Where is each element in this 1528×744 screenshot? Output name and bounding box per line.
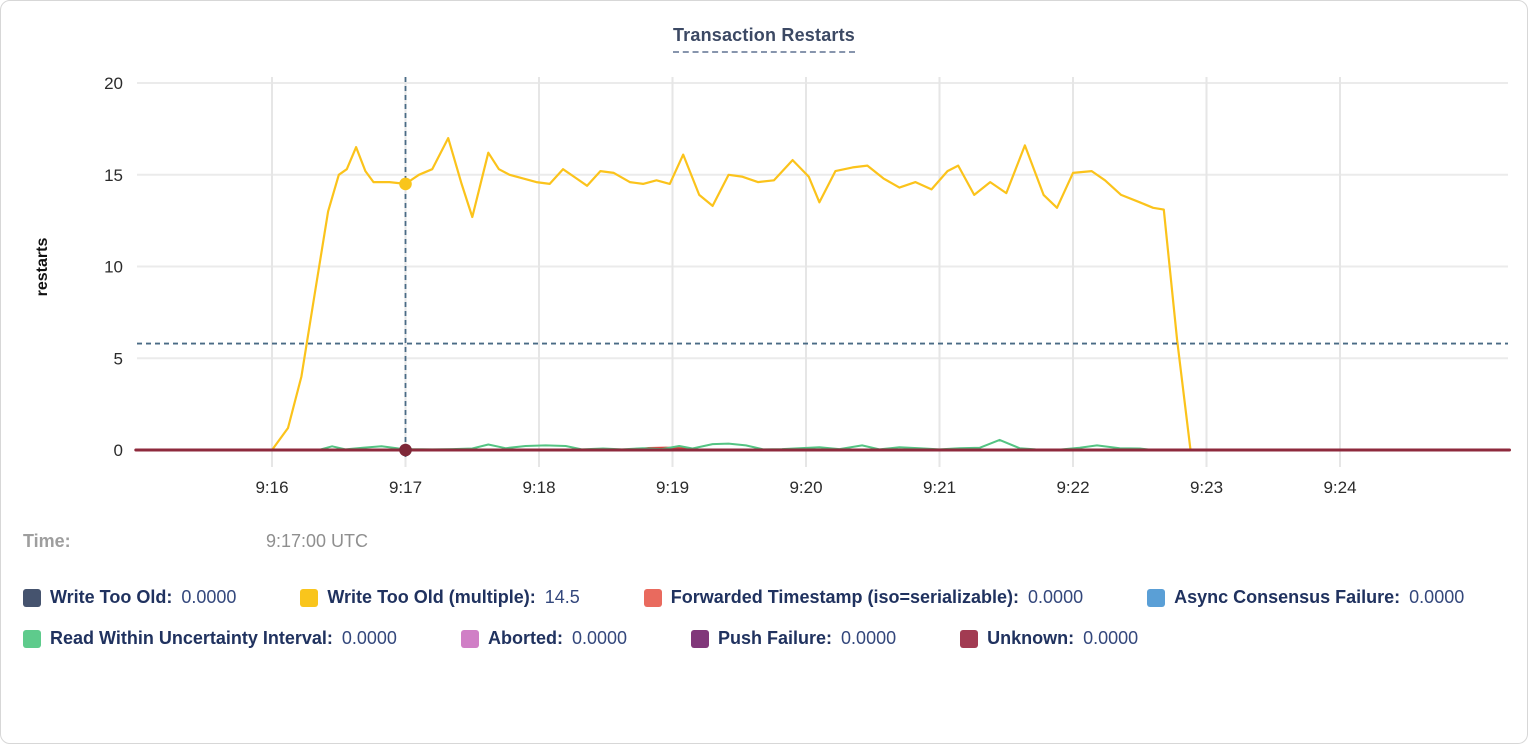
legend-label: Write Too Old (multiple): — [327, 587, 536, 607]
x-tick-label-9-19: 9:19 — [656, 478, 689, 497]
legend-label: Aborted: — [487, 628, 563, 648]
legend-swatch — [23, 629, 41, 648]
y-tick-label-20: 20 — [104, 74, 123, 93]
legend-item-forwarded-timestamp-iso-serializable: Forwarded Timestamp (iso=serializable): 0… — [643, 587, 1084, 608]
legend-swatch — [960, 629, 979, 648]
legend-label: Unknown: — [987, 628, 1075, 648]
y-tick-label-15: 15 — [104, 166, 123, 185]
legend-swatch — [300, 588, 319, 607]
x-tick-label-9-21: 9:21 — [923, 478, 956, 497]
legend-value: 14.5 — [544, 587, 580, 607]
hover-time-value: 9:17:00 UTC — [266, 531, 369, 551]
legend-value: 0.0000 — [571, 628, 628, 648]
legend-item-write-too-old: Write Too Old: 0.0000 — [23, 587, 236, 608]
y-axis-label: restarts — [34, 238, 51, 297]
x-tick-label-9-24: 9:24 — [1323, 478, 1356, 497]
x-tick-label-9-20: 9:20 — [789, 478, 822, 497]
x-tick-label-9-17: 9:17 — [389, 478, 422, 497]
hover-dot-write-too-old-multiple — [399, 177, 412, 191]
legend-swatch — [691, 629, 710, 648]
legend-swatch — [460, 629, 479, 648]
legend-value: 0.0000 — [1409, 587, 1465, 607]
legend-label: Async Consensus Failure: — [1174, 587, 1401, 607]
hover-time-row: Time: 9:17:00 UTC — [23, 531, 368, 552]
legend-item-aborted: Aborted: 0.0000 — [460, 628, 628, 649]
legend-swatch — [23, 588, 41, 607]
legend-value: 0.0000 — [341, 628, 397, 648]
legend-label: Write Too Old: — [50, 587, 173, 607]
legend-item-async-consensus-failure: Async Consensus Failure: 0.0000 — [1147, 587, 1464, 608]
legend-label: Read Within Uncertainty Interval: — [50, 628, 333, 648]
chart-title[interactable]: Transaction Restarts — [672, 25, 856, 53]
legend-item-push-failure: Push Failure: 0.0000 — [691, 628, 896, 649]
hover-time-label: Time: — [23, 531, 71, 551]
legend-item-unknown: Unknown: 0.0000 — [960, 628, 1138, 649]
legend-value: 0.0000 — [1028, 587, 1084, 607]
hover-dot-unknown — [399, 443, 412, 457]
legend-swatch — [1147, 588, 1166, 607]
series-line-read-within-uncertainty-interval — [317, 438, 1155, 451]
legend-item-write-too-old-multiple: Write Too Old (multiple): 14.5 — [300, 587, 580, 608]
legend-swatch — [643, 588, 662, 607]
transaction-restarts-chart[interactable]: 0 5 10 15 20 9:16 9:17 9:18 9:19 9:20 9:21 9:22 9:23… — [1, 1, 1528, 521]
legend-value: 0.0000 — [1083, 628, 1139, 648]
legend-label: Push Failure: — [718, 628, 833, 648]
legend-value: 0.0000 — [181, 587, 237, 607]
x-tick-label-9-18: 9:18 — [522, 478, 555, 497]
y-tick-label-10: 10 — [104, 258, 123, 277]
legend-value: 0.0000 — [841, 628, 897, 648]
chart-title-row: Transaction Restarts — [1, 25, 1527, 53]
legend-item-read-within-uncertainty-interval: Read Within Uncertainty Interval: 0.0000 — [23, 628, 397, 649]
y-tick-label-0: 0 — [114, 441, 123, 460]
legend-label: Forwarded Timestamp (iso=serializable): — [670, 587, 1020, 607]
x-tick-label-9-22: 9:22 — [1056, 478, 1089, 497]
chart-legend: Write Too Old: 0.0000 Write Too Old (multi… — [23, 587, 1507, 649]
x-tick-label-9-23: 9:23 — [1190, 478, 1223, 497]
x-tick-label-9-16: 9:16 — [255, 478, 288, 497]
y-tick-label-5: 5 — [114, 349, 123, 368]
